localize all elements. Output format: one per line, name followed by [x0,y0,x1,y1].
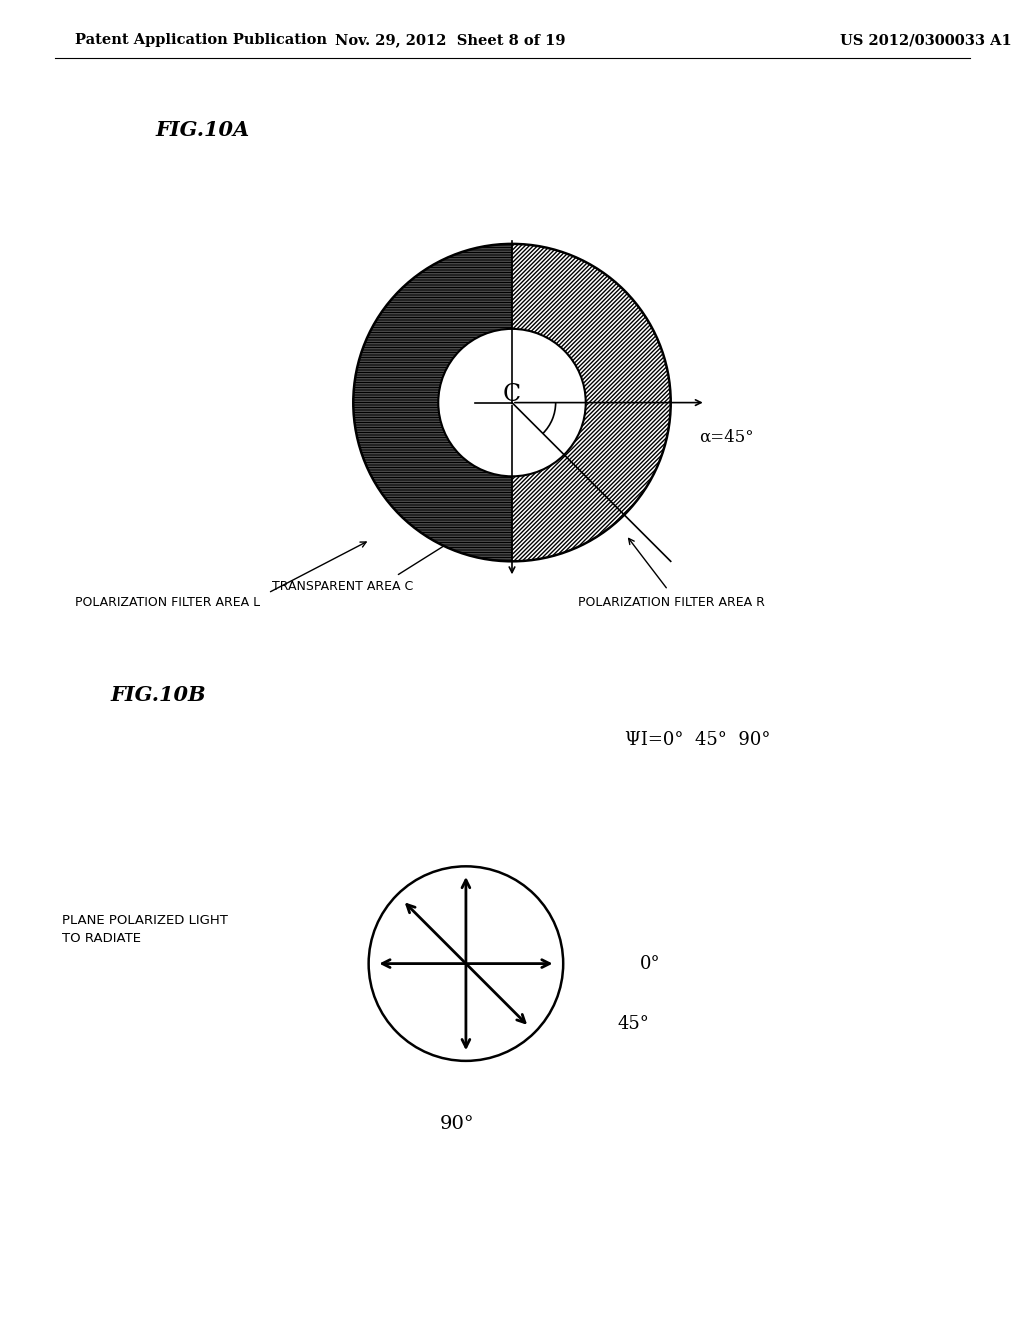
Text: PLANE POLARIZED LIGHT
TO RADIATE: PLANE POLARIZED LIGHT TO RADIATE [62,915,228,945]
Text: C: C [503,383,521,407]
Text: α=45°: α=45° [699,429,754,446]
Text: Patent Application Publication: Patent Application Publication [75,33,327,48]
Text: 45°: 45° [618,1015,650,1034]
Text: FIG.10B: FIG.10B [110,685,206,705]
Text: FIG.10A: FIG.10A [155,120,249,140]
Text: ΨI=0°  45°  90°: ΨI=0° 45° 90° [625,731,770,748]
Wedge shape [353,244,512,561]
Text: 0°: 0° [640,954,660,973]
Text: TRANSPARENT AREA C: TRANSPARENT AREA C [272,581,414,594]
Wedge shape [512,244,671,561]
Circle shape [438,329,586,477]
Text: POLARIZATION FILTER AREA L: POLARIZATION FILTER AREA L [75,597,260,610]
Text: US 2012/0300033 A1: US 2012/0300033 A1 [840,33,1012,48]
Text: 90°: 90° [440,1115,475,1133]
Text: POLARIZATION FILTER AREA R: POLARIZATION FILTER AREA R [578,597,765,610]
Text: Nov. 29, 2012  Sheet 8 of 19: Nov. 29, 2012 Sheet 8 of 19 [335,33,565,48]
